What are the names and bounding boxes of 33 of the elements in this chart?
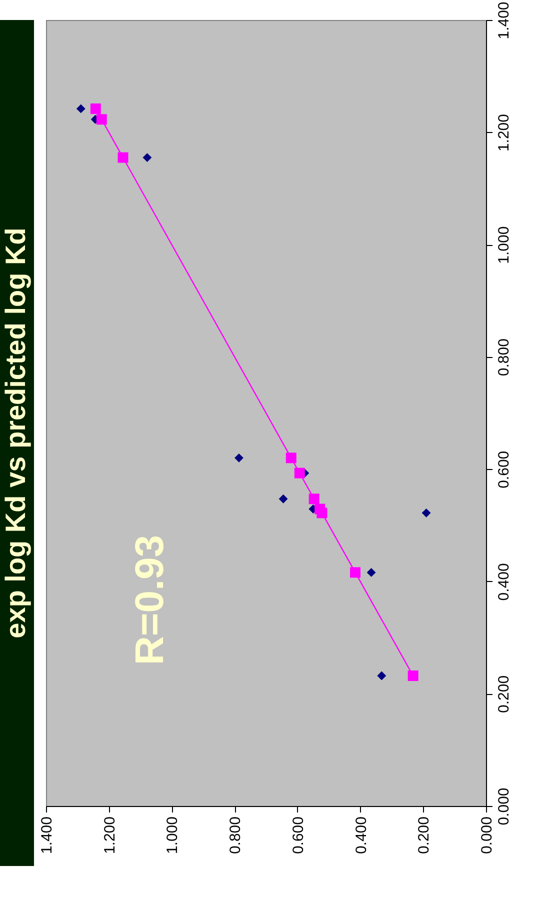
x-tick-label: 1.400 bbox=[38, 816, 56, 854]
point bbox=[142, 153, 152, 162]
y-tick-label: 0.400 bbox=[496, 563, 512, 601]
annotation: R=0.93 bbox=[128, 534, 172, 666]
point bbox=[286, 452, 296, 464]
y-tick-label: 0.000 bbox=[496, 788, 512, 826]
x-tick-label: 0.600 bbox=[290, 816, 307, 854]
point bbox=[350, 567, 360, 578]
x-tick-label: 1.000 bbox=[164, 816, 182, 854]
x-tick-label: 0.400 bbox=[352, 816, 370, 854]
point bbox=[118, 152, 128, 163]
point bbox=[294, 468, 305, 478]
point bbox=[377, 671, 386, 680]
point bbox=[234, 453, 244, 462]
y-tick-label: 0.800 bbox=[496, 338, 512, 376]
text: exp log Kd vs predicted log Kd bbox=[0, 228, 31, 638]
point bbox=[366, 568, 376, 577]
point bbox=[308, 494, 320, 504]
y-tick-label: 0.600 bbox=[496, 450, 512, 488]
y-tick-label: 1.400 bbox=[496, 2, 512, 40]
x-tick-label: 1.200 bbox=[101, 816, 118, 854]
point bbox=[408, 670, 418, 681]
point bbox=[76, 104, 86, 114]
point bbox=[316, 508, 328, 518]
y-tick-label: 1.200 bbox=[496, 114, 512, 152]
point bbox=[96, 114, 107, 125]
y-tick-label: 0.200 bbox=[496, 675, 512, 713]
x-tick-label: 0.800 bbox=[227, 816, 244, 854]
point bbox=[90, 103, 101, 114]
x-tick-label: 0.200 bbox=[416, 816, 433, 854]
point bbox=[278, 494, 288, 504]
point bbox=[422, 508, 431, 518]
y-tick-label: 1.000 bbox=[496, 226, 512, 264]
